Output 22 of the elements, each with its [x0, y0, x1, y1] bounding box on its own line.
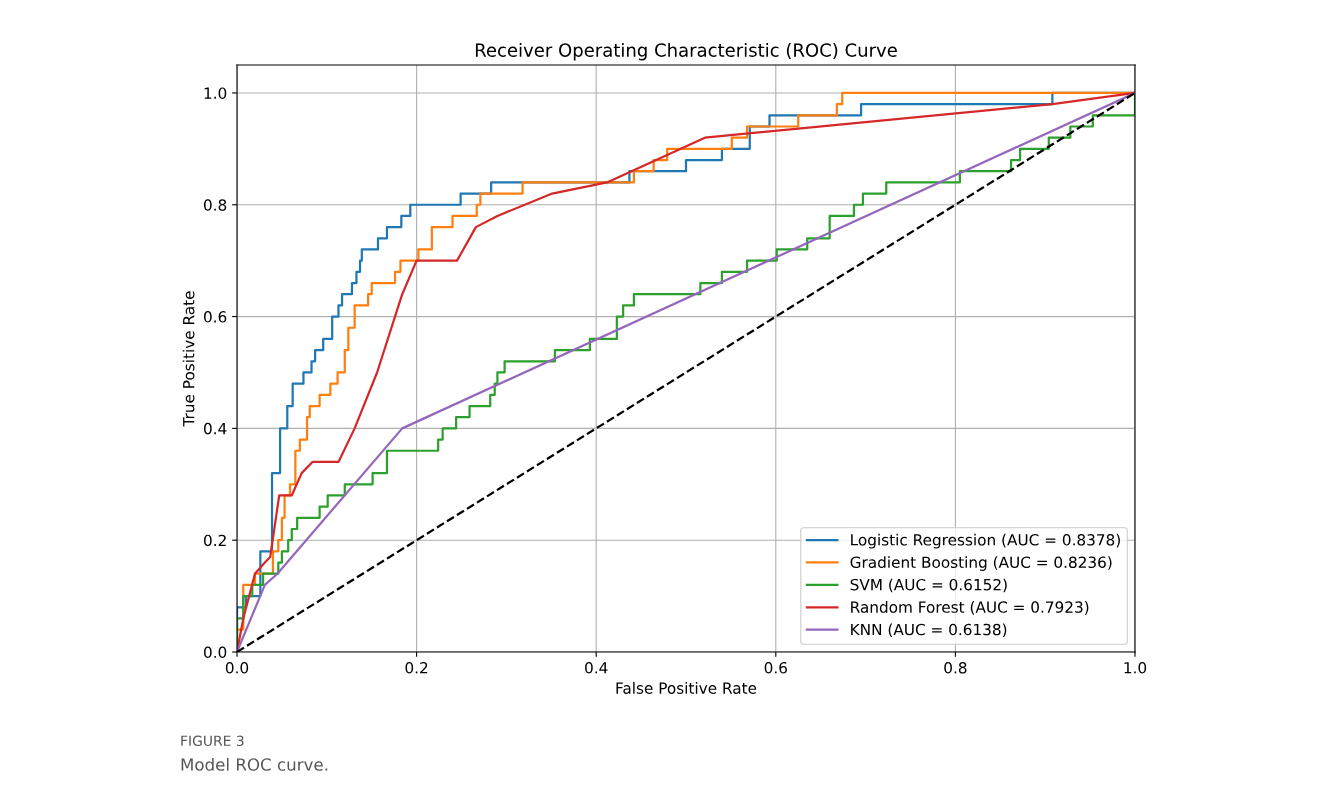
y-tick-label: 0.0	[203, 646, 227, 659]
x-tick-label: 0.8	[944, 661, 967, 674]
x-tick-label: 0.2	[405, 661, 428, 674]
y-tick-label: 0.2	[203, 534, 226, 547]
y-axis-title: True Positive Rate	[182, 291, 195, 427]
legend-label: KNN (AUC = 0.6138)	[851, 623, 1007, 638]
x-tick-label: 1.0	[1124, 661, 1147, 674]
x-axis-title: False Positive Rate	[616, 682, 757, 694]
x-tick-label: 0.6	[764, 661, 787, 674]
text: Model ROC curve.	[181, 757, 328, 771]
y-tick-label: 0.6	[203, 311, 227, 323]
y-tick-label: 0.8	[203, 199, 227, 211]
y-tick-label: 1.0	[204, 87, 227, 99]
y-tick-label: 0.4	[203, 422, 227, 435]
x-tick-label: 0.0	[225, 661, 249, 674]
legend-label: Logistic Regression (AUC = 0.8378)	[851, 533, 1120, 549]
caption: FIGURE 3	[181, 735, 244, 747]
legend-label: Gradient Boosting (AUC = 0.8236)	[850, 556, 1112, 571]
chart-title: Receiver Operating Characteristic (ROC) Curve	[475, 42, 897, 61]
x-tick-label: 0.4	[585, 661, 608, 674]
legend-label: SVM (AUC = 0.6152)	[850, 578, 1007, 593]
legend-label: Random Forest (AUC = 0.7923)	[851, 601, 1089, 615]
